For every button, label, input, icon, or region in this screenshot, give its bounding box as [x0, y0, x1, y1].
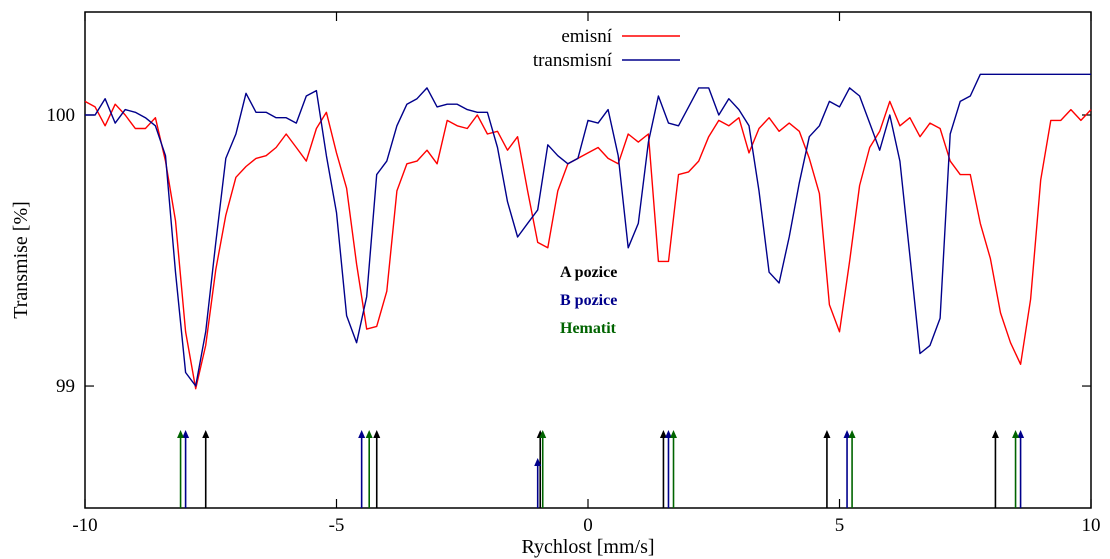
- marker-arrow-head: [373, 430, 381, 438]
- marker-arrow-head: [848, 430, 856, 438]
- series-line-1: [84, 100, 1092, 390]
- marker-arrow-head: [823, 430, 831, 438]
- annotation-label: Hematit: [560, 320, 617, 337]
- marker-arrow-head: [991, 430, 999, 438]
- x-tick-label: -5: [329, 515, 345, 536]
- marker-arrow-head: [182, 430, 190, 438]
- position-markers: [177, 430, 1025, 508]
- annotation-label: A pozice: [560, 264, 617, 281]
- legend-label: transmisní: [533, 50, 613, 71]
- series-line-2: [85, 73, 1091, 387]
- y-tick-label: 100: [47, 105, 76, 126]
- marker-arrow-head: [534, 458, 542, 466]
- y-axis-label: Transmise [%]: [10, 201, 32, 319]
- marker-arrow-head: [202, 430, 210, 438]
- marker-arrow-head: [539, 430, 547, 438]
- marker-arrow-head: [670, 430, 678, 438]
- x-tick-label: -10: [72, 515, 97, 536]
- marker-arrow-head: [358, 430, 366, 438]
- x-tick-label: 10: [1082, 515, 1101, 536]
- data-lines: [84, 73, 1092, 390]
- x-axis-label: Rychlost [mm/s]: [521, 536, 654, 558]
- x-tick-label: 5: [835, 515, 845, 536]
- annotations: A pozice B pozice Hematit: [560, 264, 617, 337]
- marker-arrow-head: [365, 430, 373, 438]
- marker-arrow-head: [177, 430, 185, 438]
- legend-label: emisní: [561, 26, 612, 47]
- y-tick-label: 99: [56, 376, 75, 397]
- marker-arrow-head: [843, 430, 851, 438]
- marker-arrow-head: [1017, 430, 1025, 438]
- marker-arrow-head: [659, 430, 667, 438]
- axis-ticks: -10 -5 0 5 10 99 100: [47, 12, 1101, 536]
- x-tick-label: 0: [583, 515, 593, 536]
- annotation-label: B pozice: [560, 292, 617, 309]
- marker-arrow-head: [664, 430, 672, 438]
- marker-arrow-head: [1012, 430, 1020, 438]
- plot-frame: [84, 11, 1092, 509]
- legend: emisní transmisní: [533, 26, 680, 71]
